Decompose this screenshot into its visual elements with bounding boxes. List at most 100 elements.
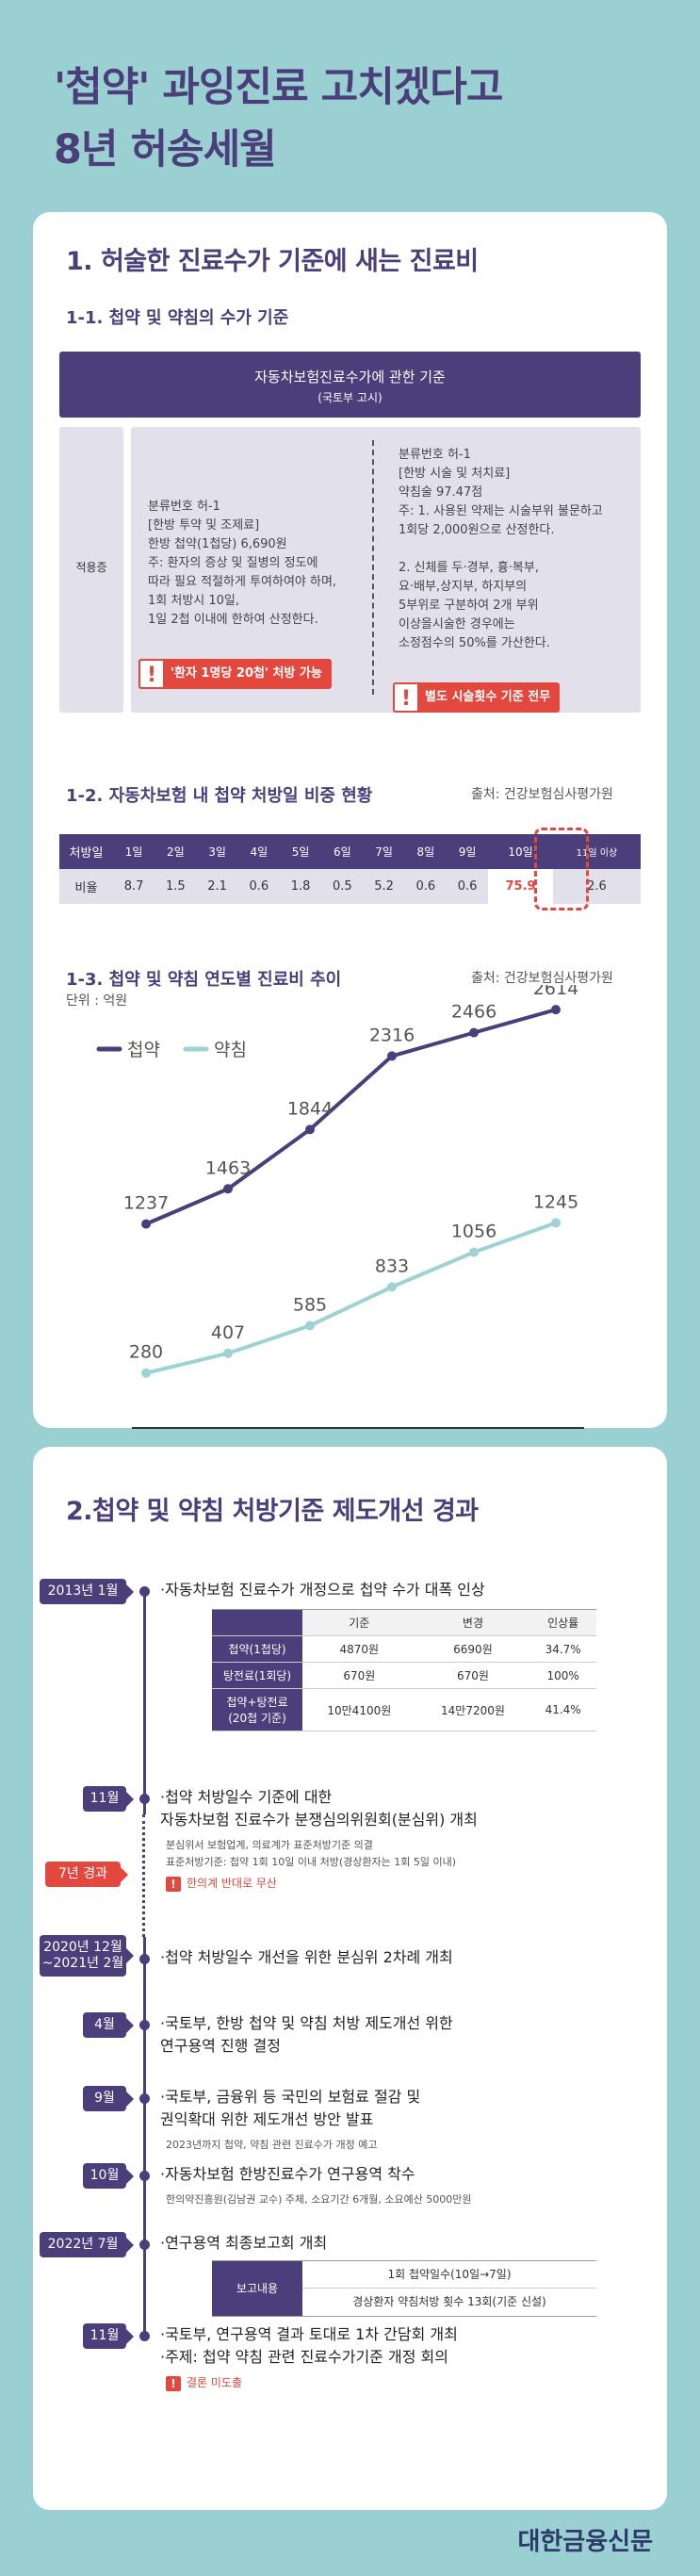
data-point — [223, 1348, 233, 1358]
legend-label: 약침 — [214, 1040, 247, 1060]
timeline-gap — [142, 1814, 147, 1937]
timeline-date: 2022년 7월 — [40, 2232, 134, 2257]
fee-cell: 670원 — [302, 1662, 416, 1689]
report-line-2: 경상환자 약침처방 횟수 13회(기준 신설) — [352, 2295, 546, 2308]
timeline-note-text: 결론 미도출 — [187, 2376, 243, 2389]
timeline-date: 11월 — [83, 2323, 134, 2349]
days-header-row: 처방일 1일 2일 3일 4일 5일 6일 7일 8일 9일 10일 11일 이상 — [59, 834, 641, 869]
ratio-cell: 0.5 — [333, 879, 352, 894]
ratio-row: 비율 8.7 1.5 2.1 0.6 1.8 0.5 5.2 0.6 0.6 75.9 2.6 — [59, 869, 641, 904]
data-label: 1844 — [287, 1098, 333, 1119]
day-cell: 2일 — [167, 845, 185, 859]
ratio-cell: 75.9 — [488, 869, 553, 904]
ratio-cell: 0.6 — [457, 879, 478, 894]
timeline-date: 2013년 1월 — [40, 1579, 134, 1604]
data-point — [551, 1005, 561, 1015]
ratio-cell: 2.1 — [207, 879, 227, 894]
data-point — [387, 1282, 397, 1292]
timeline-title: ·자동차보험 한방진료수가 연구용역 착수 — [160, 2165, 415, 2183]
report-line-1: 1회 첩약일수(10일→7일) — [302, 2261, 596, 2289]
timeline-date: 9월 — [83, 2086, 134, 2111]
data-point — [305, 1124, 315, 1135]
timeline-subtext: 분심위서 보험업계, 의료계가 표준처방기준 의결 표준처방기준: 첩약 1회 … — [166, 1839, 457, 1868]
data-point — [469, 1247, 479, 1257]
timeline-date: 11월 — [83, 1786, 134, 1812]
day-cell: 1일 — [124, 845, 143, 859]
section-1-1-heading: 1-1. 첩약 및 약침의 수가 기준 — [66, 308, 289, 328]
left-tag-text: '환자 1명당 20첩' 처방 가능 — [171, 666, 322, 681]
timeline-dot — [139, 2093, 150, 2104]
timeline-date: 7년 경과 — [45, 1862, 128, 1887]
timeline-subtext: 한의약진흥원(김남권 교수) 주체, 소요기간 6개월, 소요예산 5000만원 — [166, 2193, 472, 2206]
fee-cell: 34.7% — [529, 1635, 596, 1663]
data-label: 2316 — [369, 1025, 415, 1045]
unit-label: 단위 : 억원 — [66, 993, 128, 1009]
fee-table: 기준 변경 인상률 첩약(1첩당) 4870원 6690원 34.7% 탕전료(1회당) 670… — [212, 1609, 596, 1731]
report-label: 보고내용 — [212, 2261, 302, 2316]
ratio-cell: 8.7 — [123, 879, 144, 894]
fee-header-cell: 기준 — [302, 1609, 416, 1636]
ratio-cell: 0.6 — [415, 879, 436, 894]
title-line-2: 8년 허송세월 — [54, 126, 277, 173]
section-2-card: 2.첩약 및 약침 처방기준 제도개선 경과 2013년 1월 ·자동차보험 진료… — [33, 1447, 667, 2510]
alert-icon: ! — [166, 2375, 181, 2391]
warning-icon: ! — [393, 682, 419, 713]
series-line — [145, 1008, 557, 1226]
data-point — [305, 1321, 315, 1331]
warning-icon: ! — [138, 659, 165, 689]
fee-table-row: 첩약+탕전료 (20첩 기준) 10만4100원 14만7200원 41.4% — [212, 1688, 596, 1731]
data-point — [223, 1184, 233, 1194]
left-warning-tag: ! '환자 1명당 20첩' 처방 가능 — [138, 659, 332, 689]
prescription-days-table: 처방일 1일 2일 3일 4일 5일 6일 7일 8일 9일 10일 11일 이상 비율 8.7 1.… — [59, 834, 641, 904]
cost-trend-chart: 첩약약침2016년2017년2018년2019년2020년2021년123714… — [96, 985, 584, 1429]
data-label: 585 — [293, 1294, 327, 1315]
timeline-dot — [139, 2171, 150, 2181]
timeline-note-text: 한의계 반대로 무산 — [187, 1877, 277, 1890]
banner-subtitle: (국토부 고시) — [317, 391, 383, 404]
side-label-box: 적용증 — [59, 427, 123, 713]
ratio-cell: 2.6 — [587, 879, 607, 894]
fee-cell: 100% — [529, 1662, 596, 1689]
section-1-heading: 1. 허술한 진료수가 기준에 새는 진료비 — [66, 247, 479, 276]
timeline-title: ·연구용역 최종보고회 개최 — [160, 2234, 328, 2252]
row-label-ratio: 비율 — [74, 881, 98, 895]
data-label: 1056 — [451, 1222, 497, 1242]
fee-cell: 10만4100원 — [302, 1688, 416, 1731]
timeline-title: ·첩약 처방일수 기준에 대한 자동차보험 진료수가 분쟁심의위원회(분심위) … — [160, 1788, 478, 1829]
data-label: 833 — [375, 1255, 409, 1276]
fee-header-cell — [212, 1609, 302, 1636]
page-title: '첩약' 과잉진료 고치겠다고 8년 허송세월 — [54, 57, 503, 181]
source-1-2: 출처: 건강보험심사평가원 — [471, 787, 613, 802]
data-label: 1237 — [123, 1193, 169, 1214]
timeline-dot — [139, 1954, 150, 1964]
fee-cell: 첩약+탕전료 (20첩 기준) — [212, 1688, 302, 1731]
row-label-days: 처방일 — [69, 846, 104, 861]
title-line-1: '첩약' 과잉진료 고치겠다고 — [54, 64, 503, 111]
data-point — [387, 1051, 397, 1061]
fee-cell: 670원 — [415, 1662, 530, 1689]
timeline-date: 4월 — [83, 2012, 134, 2038]
timeline-title: ·국토부, 연구용역 결과 토대로 1차 간담회 개최 ·주제: 첩약 약침 관… — [160, 2325, 458, 2366]
section-1-card: 1. 허술한 진료수가 기준에 새는 진료비 1-1. 첩약 및 약침의 수가 … — [33, 212, 667, 1429]
day-cell: 3일 — [208, 845, 226, 859]
publisher-logo: 대한금융신문 — [517, 2528, 653, 2556]
highlight-box — [534, 828, 589, 911]
section-1-3-heading: 1-3. 첩약 및 약침 연도별 진료비 추이 — [66, 970, 342, 990]
fee-header-cell: 인상률 — [529, 1609, 596, 1636]
ratio-cell: 1.8 — [290, 879, 311, 894]
day-cell: 10일 — [508, 845, 533, 859]
data-label: 1245 — [533, 1191, 578, 1212]
fee-cell: 41.4% — [529, 1688, 596, 1731]
data-point — [551, 1218, 561, 1228]
timeline-title: ·국토부, 한방 첩약 및 약침 처방 제도개선 위한 연구용역 진행 결정 — [160, 2014, 453, 2055]
fee-cell: 14만7200원 — [415, 1688, 530, 1731]
fee-header-cell: 변경 — [415, 1609, 530, 1636]
day-cell: 4일 — [250, 845, 269, 859]
day-cell: 6일 — [334, 845, 351, 859]
legend-label: 첩약 — [127, 1040, 160, 1060]
data-point — [469, 1027, 479, 1038]
section-1-2-heading: 1-2. 자동차보험 내 첩약 처방일 비중 현황 — [66, 786, 373, 806]
series-line — [145, 1221, 557, 1375]
timeline-title: ·자동차보험 진료수가 개정으로 첩약 수가 대폭 인상 — [160, 1581, 485, 1599]
